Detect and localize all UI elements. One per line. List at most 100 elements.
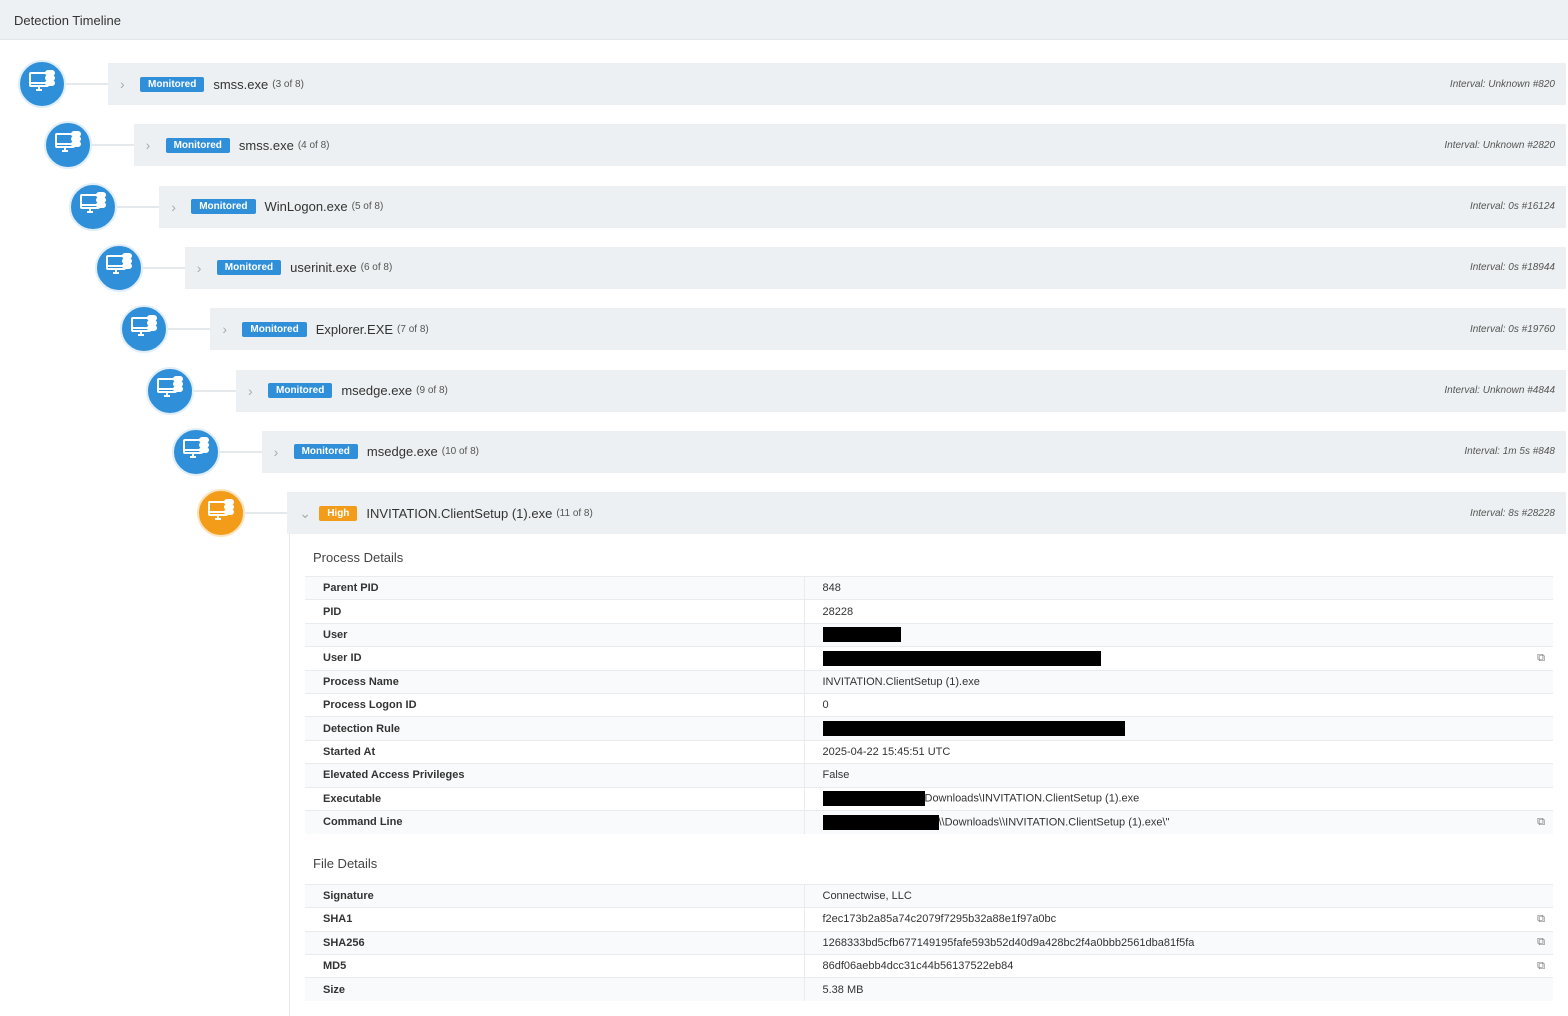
chevron-right-icon[interactable]: › <box>171 198 176 215</box>
process-count: (5 of 8) <box>351 201 384 213</box>
detail-row: SHA1 f2ec173b2a85a74c2079f7295b32a88e1f9… <box>305 907 1553 932</box>
copy-icon[interactable]: ⧉ <box>1537 912 1545 925</box>
detail-value-cell: \\Downloads\\INVITATION.ClientSetup (1).… <box>804 809 1513 834</box>
detail-label: Executable <box>305 786 805 811</box>
interval-text: Interval: 0s #18944 <box>1469 262 1555 274</box>
copy-icon[interactable]: ⧉ <box>1537 959 1545 972</box>
process-node[interactable] <box>120 305 169 354</box>
file-details-title: File Details <box>313 855 378 871</box>
chevron-right-icon[interactable]: › <box>222 321 228 338</box>
process-name: msedge.exe <box>341 383 413 398</box>
timeline-row[interactable]: › Monitored WinLogon.exe (5 of 8) Interv… <box>159 185 1566 228</box>
detail-row: User <box>305 622 1553 647</box>
detail-value: 2025-04-22 15:45:51 UTC <box>822 745 951 758</box>
detail-value: 1268333bd5cfb677149195fafe593b52d40d9a42… <box>822 936 1195 949</box>
detail-label: MD5 <box>305 953 805 978</box>
severity-badge: Monitored <box>140 76 205 92</box>
computer-process-icon <box>104 251 134 284</box>
timeline-row[interactable]: ⌄ High INVITATION.ClientSetup (1).exe (1… <box>287 492 1566 535</box>
detail-value-cell <box>804 646 1513 671</box>
detail-row: SHA256 1268333bd5cfb677149195fafe593b52d… <box>305 930 1553 955</box>
detail-label: User ID <box>305 646 805 671</box>
chevron-right-icon[interactable]: › <box>273 443 279 460</box>
chevron-down-icon[interactable]: ⌄ <box>299 504 311 521</box>
detail-row: Detection Rule <box>305 716 1553 741</box>
detail-value: 86df06aebb4dcc31c44b56137522eb84 <box>822 960 1014 973</box>
process-node[interactable] <box>18 60 66 108</box>
chevron-right-icon[interactable]: › <box>248 382 253 399</box>
detail-label: User <box>305 622 805 647</box>
detail-value-cell: 2025-04-22 15:45:51 UTC <box>804 739 1513 764</box>
redacted-block <box>822 814 939 830</box>
process-name: Explorer.EXE <box>315 321 394 337</box>
process-count: (7 of 8) <box>397 323 429 335</box>
process-count: (3 of 8) <box>272 78 304 90</box>
process-node[interactable] <box>197 489 246 538</box>
detail-value-cell <box>804 622 1513 647</box>
file-details-table: Signature Connectwise, LLC SHA1 f2ec173b… <box>305 883 1553 1002</box>
detail-value-cell: 0 <box>804 692 1513 717</box>
page-title: Detection Timeline <box>14 13 121 28</box>
timeline-row[interactable]: › Monitored msedge.exe (10 of 8) Interva… <box>261 430 1566 473</box>
connector-line <box>194 389 236 392</box>
detail-row: Signature Connectwise, LLC <box>305 883 1553 908</box>
detail-row: Parent PID 848 <box>305 575 1553 600</box>
connector-line <box>66 83 108 85</box>
copy-icon[interactable]: ⧉ <box>1537 651 1545 664</box>
connector-line <box>91 144 134 147</box>
copy-icon[interactable]: ⧉ <box>1537 815 1545 828</box>
detail-row: Executable Downloads\INVITATION.ClientSe… <box>305 786 1553 811</box>
connector-line <box>245 512 288 515</box>
connector-line <box>219 450 262 453</box>
timeline-row[interactable]: › Monitored Explorer.EXE (7 of 8) Interv… <box>210 308 1566 351</box>
redacted-block <box>822 627 901 643</box>
detail-label: Signature <box>305 883 805 908</box>
computer-process-icon <box>206 497 236 530</box>
chevron-right-icon[interactable]: › <box>120 76 125 92</box>
connector-line <box>142 266 185 269</box>
detail-label: Process Name <box>305 669 805 694</box>
timeline-row[interactable]: › Monitored smss.exe (4 of 8) Interval: … <box>133 124 1566 167</box>
detail-value: 5.38 MB <box>822 983 864 996</box>
process-count: (11 of 8) <box>556 507 593 519</box>
process-detail-panel: Process Details Parent PID 848 PID 28228… <box>289 534 1566 1016</box>
redacted-block <box>822 791 925 807</box>
process-count: (6 of 8) <box>360 262 393 274</box>
process-node[interactable] <box>146 366 194 415</box>
process-details-title: Process Details <box>313 550 404 565</box>
computer-process-icon <box>181 435 211 468</box>
copy-icon[interactable]: ⧉ <box>1537 936 1545 949</box>
detail-value: 848 <box>822 582 841 595</box>
detail-value: \\Downloads\\INVITATION.ClientSetup (1).… <box>938 816 1170 829</box>
timeline-row[interactable]: › Monitored userinit.exe (6 of 8) Interv… <box>184 246 1566 289</box>
computer-process-icon <box>53 129 83 162</box>
detail-row: User ID ⧉ <box>305 646 1553 671</box>
process-node[interactable] <box>94 243 143 292</box>
severity-badge: Monitored <box>242 321 307 337</box>
detail-value-cell: Connectwise, LLC <box>804 883 1513 908</box>
severity-badge: Monitored <box>268 383 333 398</box>
redacted-block <box>822 721 1125 737</box>
interval-text: Interval: 1m 5s #848 <box>1464 446 1555 458</box>
process-node[interactable] <box>69 182 118 231</box>
severity-badge: Monitored <box>191 199 256 215</box>
timeline-row[interactable]: › Monitored smss.exe (3 of 8) Interval: … <box>108 63 1566 105</box>
detail-label: SHA256 <box>305 930 805 955</box>
connector-line <box>117 205 160 208</box>
process-node[interactable] <box>171 427 220 476</box>
interval-text: Interval: Unknown #4844 <box>1444 385 1555 396</box>
detail-label: Command Line <box>305 809 805 834</box>
detail-value: False <box>822 769 850 782</box>
severity-badge: Monitored <box>293 444 358 460</box>
timeline-row[interactable]: › Monitored msedge.exe (9 of 8) Interval… <box>236 369 1566 412</box>
severity-badge: High <box>319 505 358 521</box>
interval-text: Interval: Unknown #820 <box>1449 78 1555 90</box>
detail-value-cell: INVITATION.ClientSetup (1).exe <box>804 669 1513 694</box>
detail-value: 0 <box>822 699 829 712</box>
process-name: msedge.exe <box>366 444 438 460</box>
chevron-right-icon[interactable]: › <box>196 259 202 276</box>
chevron-right-icon[interactable]: › <box>145 137 151 154</box>
process-node[interactable] <box>43 121 92 170</box>
process-count: (4 of 8) <box>297 139 330 151</box>
detail-row: Size 5.38 MB <box>305 977 1553 1002</box>
